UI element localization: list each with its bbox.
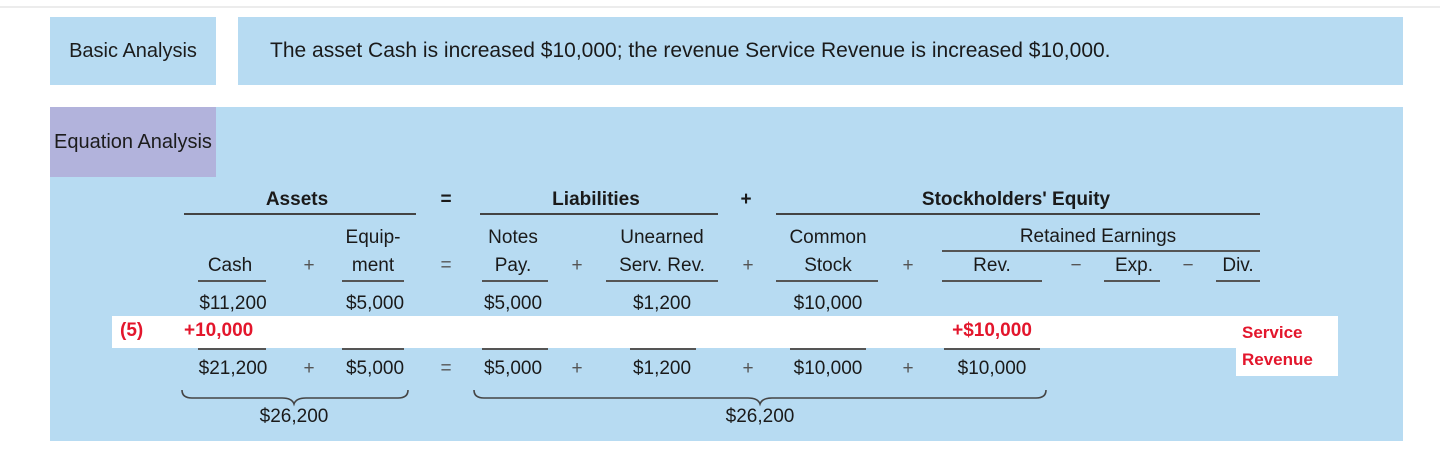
col-underline (342, 280, 404, 282)
opening-unearned: $1,200 (632, 293, 692, 314)
col-notes-line1: Notes (488, 227, 538, 248)
total-line (198, 348, 266, 350)
header-plus: + (303, 255, 315, 276)
ending-rev: $10,000 (957, 358, 1027, 379)
equity-underline (776, 213, 1260, 215)
equals-operator: = (440, 189, 452, 210)
col-underline (482, 280, 548, 282)
top-divider (0, 6, 1440, 8)
opening-equipment: $5,000 (345, 293, 405, 314)
col-equipment-line2: ment (351, 255, 395, 276)
assets-underline (184, 213, 416, 215)
ending-cash: $21,200 (198, 358, 268, 379)
retained-earnings-header: Retained Earnings (1019, 226, 1177, 247)
transaction-rev: +$10,000 (952, 320, 1032, 341)
header-plus: + (902, 255, 914, 276)
col-common-line2: Stock (804, 255, 852, 276)
ending-unearned: $1,200 (632, 358, 692, 379)
ending-plus: + (742, 358, 754, 379)
total-line (944, 348, 1040, 350)
assets-header: Assets (265, 189, 329, 210)
col-rev: Rev. (973, 255, 1011, 276)
col-exp: Exp. (1114, 255, 1154, 276)
total-line (482, 348, 548, 350)
col-underline (942, 280, 1042, 282)
col-underline (1104, 280, 1160, 282)
ending-plus: + (571, 358, 583, 379)
header-plus: + (571, 255, 583, 276)
ending-plus: + (902, 358, 914, 379)
opening-notes-pay: $5,000 (483, 293, 543, 314)
ending-equals: = (440, 358, 452, 379)
col-equipment-line1: Equip- (345, 227, 401, 248)
opening-common-stock: $10,000 (793, 293, 863, 314)
transaction-ref: (5) (120, 320, 144, 341)
liabilities-header: Liabilities (552, 189, 640, 210)
ending-notes-pay: $5,000 (483, 358, 543, 379)
opening-cash: $11,200 (199, 293, 267, 314)
ending-common-stock: $10,000 (793, 358, 863, 379)
equation-analysis-panel (50, 107, 1403, 441)
basic-analysis-text: The asset Cash is increased $10,000; the… (238, 17, 1403, 85)
transaction-highlight (112, 316, 1338, 348)
total-line (630, 348, 696, 350)
col-notes-line2: Pay. (494, 255, 532, 276)
total-line (342, 348, 404, 350)
plus-operator: + (740, 189, 752, 210)
ending-equipment: $5,000 (345, 358, 405, 379)
col-underline (606, 280, 718, 282)
header-equals: = (440, 255, 452, 276)
retained-earnings-underline (942, 250, 1260, 252)
total-liabilities-equity: $26,200 (725, 406, 795, 427)
liabilities-underline (480, 213, 718, 215)
ending-plus: + (303, 358, 315, 379)
col-cash: Cash (207, 255, 253, 276)
equity-header: Stockholders' Equity (921, 189, 1111, 210)
transaction-cash: +10,000 (184, 320, 254, 341)
col-unearned-line1: Unearned (620, 227, 704, 248)
col-underline (776, 280, 878, 282)
total-assets: $26,200 (259, 406, 329, 427)
explanation-line2: Revenue (1242, 350, 1313, 369)
col-div: Div. (1222, 255, 1254, 276)
equation-analysis-label: Equation Analysis (50, 107, 216, 177)
explanation-line1: Service (1242, 323, 1303, 342)
header-minus: − (1182, 255, 1194, 276)
header-plus: + (742, 255, 754, 276)
col-underline (1216, 280, 1260, 282)
basic-analysis-label: Basic Analysis (50, 17, 216, 85)
header-minus: − (1070, 255, 1082, 276)
col-common-line1: Common (789, 227, 867, 248)
col-unearned-line2: Serv. Rev. (619, 255, 705, 276)
explanation-highlight (1236, 316, 1338, 376)
col-underline (198, 280, 266, 282)
total-line (790, 348, 866, 350)
